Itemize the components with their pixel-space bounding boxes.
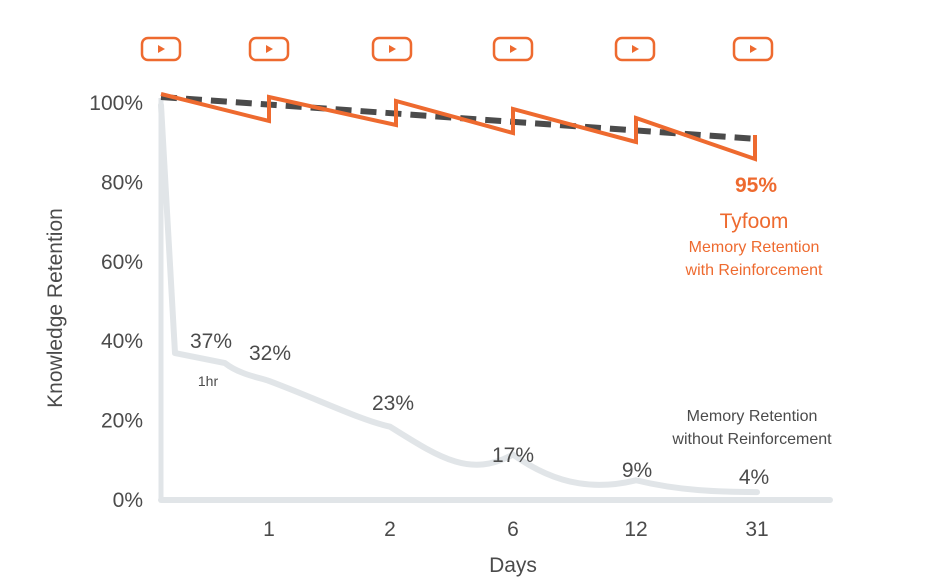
y-ticks: 0% 20% 40% 60% 80% 100%: [89, 92, 143, 512]
first-point-time-label: 1hr: [198, 373, 219, 389]
y-tick-label: 100%: [89, 92, 143, 115]
no-reinforcement-line1: Memory Retention: [687, 408, 818, 425]
play-icon-frame: [371, 36, 413, 62]
tyfoom-subtitle-line1: Memory Retention: [689, 239, 820, 256]
play-icon-triangle: [389, 45, 396, 53]
data-label: 37%: [190, 330, 232, 353]
play-icons: [140, 36, 774, 62]
series-line-without-reinforcement: [158, 102, 760, 496]
play-icon-triangle: [510, 45, 517, 53]
x-tick-label: 2: [384, 518, 396, 541]
data-labels: 37% 32% 23% 17% 9% 4% 1hr: [190, 330, 769, 489]
play-icon-frame: [614, 36, 656, 62]
data-label: 4%: [739, 466, 769, 489]
play-icon: [732, 36, 774, 62]
y-tick-label: 60%: [101, 251, 143, 274]
play-icon: [492, 36, 534, 62]
final-value-label: 95%: [735, 174, 777, 197]
play-icon-frame: [732, 36, 774, 62]
x-tick-label: 31: [745, 518, 768, 541]
axes: [158, 98, 833, 503]
play-icon: [371, 36, 413, 62]
y-tick-label: 40%: [101, 330, 143, 353]
data-label: 32%: [249, 342, 291, 365]
tyfoom-series-name: Tyfoom: [720, 210, 789, 233]
y-tick-label: 20%: [101, 410, 143, 433]
x-tick-label: 6: [507, 518, 519, 541]
x-axis-title: Days: [489, 554, 537, 577]
x-ticks: 1 2 6 12 31: [263, 518, 769, 541]
x-tick-label: 1: [263, 518, 275, 541]
play-icon-triangle: [632, 45, 639, 53]
y-axis-title: Knowledge Retention: [44, 208, 67, 408]
y-tick-label: 80%: [101, 171, 143, 194]
data-label: 9%: [622, 459, 652, 482]
play-icon: [248, 36, 290, 62]
play-icon-triangle: [266, 45, 273, 53]
series-lines: [158, 92, 760, 496]
play-icon: [140, 36, 182, 62]
play-icon: [614, 36, 656, 62]
play-icon-frame: [140, 36, 182, 62]
play-icon-triangle: [158, 45, 165, 53]
data-label: 17%: [492, 444, 534, 467]
series-line-tyfoom: [160, 92, 757, 162]
play-icon-triangle: [750, 45, 757, 53]
data-label: 23%: [372, 392, 414, 415]
x-tick-label: 12: [624, 518, 647, 541]
play-icon-frame: [248, 36, 290, 62]
y-tick-label: 0%: [113, 489, 143, 512]
tyfoom-subtitle-line2: with Reinforcement: [685, 262, 824, 279]
no-reinforcement-line2: without Reinforcement: [671, 431, 832, 448]
play-icon-frame: [492, 36, 534, 62]
